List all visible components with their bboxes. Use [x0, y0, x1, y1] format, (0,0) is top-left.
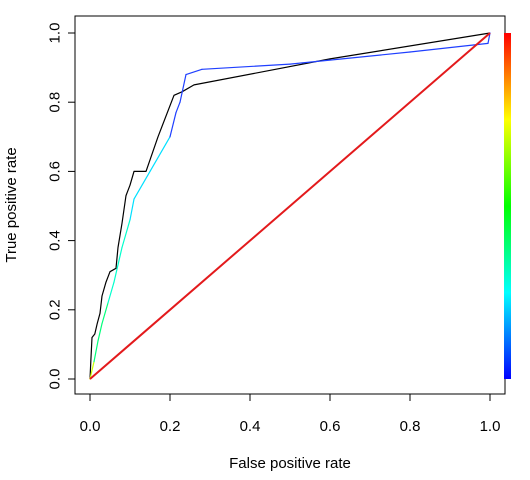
series-1-segment — [101, 302, 109, 325]
colorbar — [504, 33, 511, 379]
y-tick-label: 0.0 — [47, 369, 64, 390]
series-1-segment — [201, 63, 291, 70]
series-1-segment — [289, 51, 411, 65]
series-1-segment — [149, 136, 171, 172]
y-tick-label: 1.0 — [47, 23, 64, 44]
series-1-segment — [121, 219, 131, 249]
series-1-segment — [487, 32, 491, 44]
series-1-segment — [113, 246, 123, 283]
y-axis-title: True positive rate — [3, 147, 20, 262]
x-tick-label: 0.4 — [240, 418, 261, 435]
series-2 — [89, 32, 491, 380]
y-tick-label: 0.6 — [47, 161, 64, 182]
y-tick-label: 0.2 — [47, 299, 64, 320]
series-1-segment — [89, 361, 95, 380]
series-0 — [89, 32, 491, 380]
x-axis: 0.0 0.2 0.4 0.6 0.8 1.0 — [80, 393, 501, 435]
y-tick-label: 0.4 — [47, 230, 64, 251]
series-0-line — [89, 32, 491, 380]
series-1-segment — [97, 323, 103, 342]
series-1-segment — [129, 198, 135, 221]
y-tick-label: 0.8 — [47, 92, 64, 113]
x-tick-label: 1.0 — [480, 418, 501, 435]
series-1-segment — [185, 68, 203, 76]
series-layer — [89, 32, 491, 380]
colorbar-gradient — [504, 33, 511, 379]
x-tick-label: 0.0 — [80, 418, 101, 435]
series-1 — [89, 32, 491, 380]
series-1-segment — [107, 281, 115, 304]
series-1-segment — [133, 170, 151, 200]
x-tick-label: 0.8 — [400, 418, 421, 435]
series-1-segment — [175, 101, 181, 114]
x-axis-title: False positive rate — [229, 455, 351, 472]
series-2-line — [89, 32, 491, 380]
series-1-segment — [169, 111, 177, 138]
x-tick-label: 0.6 — [320, 418, 341, 435]
x-tick-label: 0.2 — [160, 418, 181, 435]
y-axis: 0.0 0.2 0.4 0.6 0.8 1.0 — [47, 23, 76, 390]
series-1-segment — [93, 340, 99, 363]
series-1-segment — [179, 73, 187, 103]
